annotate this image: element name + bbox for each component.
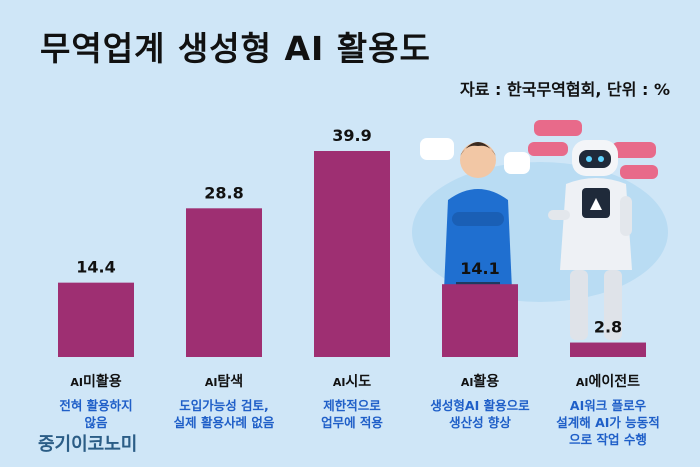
category-desc-4-2: 생산성 향상 <box>449 415 511 430</box>
category-desc-5-1: AI워크 플로우 <box>570 398 647 413</box>
publisher-logo: 중기이코노미 <box>38 434 138 455</box>
category-desc-5-2: 설계해 AI가 능동적 <box>556 415 660 430</box>
bar-4 <box>442 284 518 357</box>
value-label-5: 2.8 <box>594 318 622 337</box>
category-label-2: AI탐색 <box>205 373 243 390</box>
category-desc-5-3: 으로 작업 수행 <box>569 432 647 447</box>
value-label-3: 39.9 <box>332 126 371 145</box>
category-label-5: AI에이전트 <box>576 373 640 390</box>
category-desc-2-2: 실제 활용사례 없음 <box>174 415 275 430</box>
category-desc-2-1: 도입가능성 검토, <box>179 398 269 413</box>
bar-5 <box>570 342 646 357</box>
category-desc-1-1: 전혀 활용하지 <box>59 398 132 413</box>
bar-3 <box>314 151 390 357</box>
source-note: 자료 : 한국무역협회, 단위 : % <box>460 80 670 99</box>
category-desc-4-1: 생성형AI 활용으로 <box>430 398 530 413</box>
bar-1 <box>58 282 134 357</box>
value-label-2: 28.8 <box>204 183 243 202</box>
category-label-1: AI미활용 <box>70 373 121 390</box>
value-label-4: 14.1 <box>460 259 499 278</box>
category-label-4: AI활용 <box>461 373 499 390</box>
value-label-1: 14.4 <box>76 258 115 277</box>
bar-2 <box>186 208 262 357</box>
category-desc-3-1: 제한적으로 <box>323 398 381 413</box>
chart-title: 무역업계 생성형 AI 활용도 <box>40 29 431 68</box>
category-desc-1-2: 않음 <box>84 415 108 430</box>
category-label-3: AI시도 <box>333 374 371 390</box>
category-desc-3-2: 업무에 적용 <box>321 415 383 430</box>
